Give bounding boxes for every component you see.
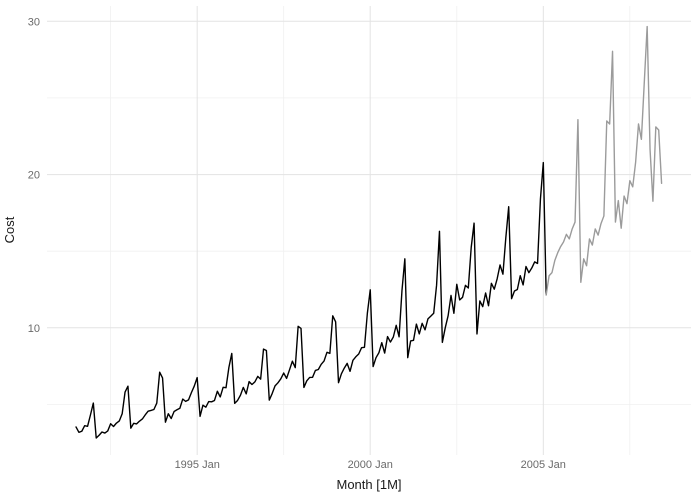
x-tick-label: 1995 Jan bbox=[175, 459, 220, 471]
minor-gridlines bbox=[47, 6, 691, 455]
x-tick-label: 2000 Jan bbox=[348, 459, 393, 471]
series-lines bbox=[75, 25, 663, 439]
observed-black-line bbox=[75, 161, 547, 439]
y-tick-label: 10 bbox=[28, 323, 40, 335]
y-tick-label: 20 bbox=[28, 170, 40, 182]
y-tick-label: 30 bbox=[28, 16, 40, 28]
x-axis-title: Month [1M] bbox=[336, 477, 401, 492]
x-axis-tick-labels: 1995 Jan 2000 Jan 2005 Jan bbox=[175, 459, 566, 471]
continuation-grey-line bbox=[545, 25, 663, 296]
y-axis-tick-labels: 10 20 30 bbox=[28, 16, 40, 335]
major-gridlines bbox=[47, 6, 691, 455]
x-tick-label: 2005 Jan bbox=[521, 459, 566, 471]
y-axis-title: Cost bbox=[2, 216, 17, 243]
